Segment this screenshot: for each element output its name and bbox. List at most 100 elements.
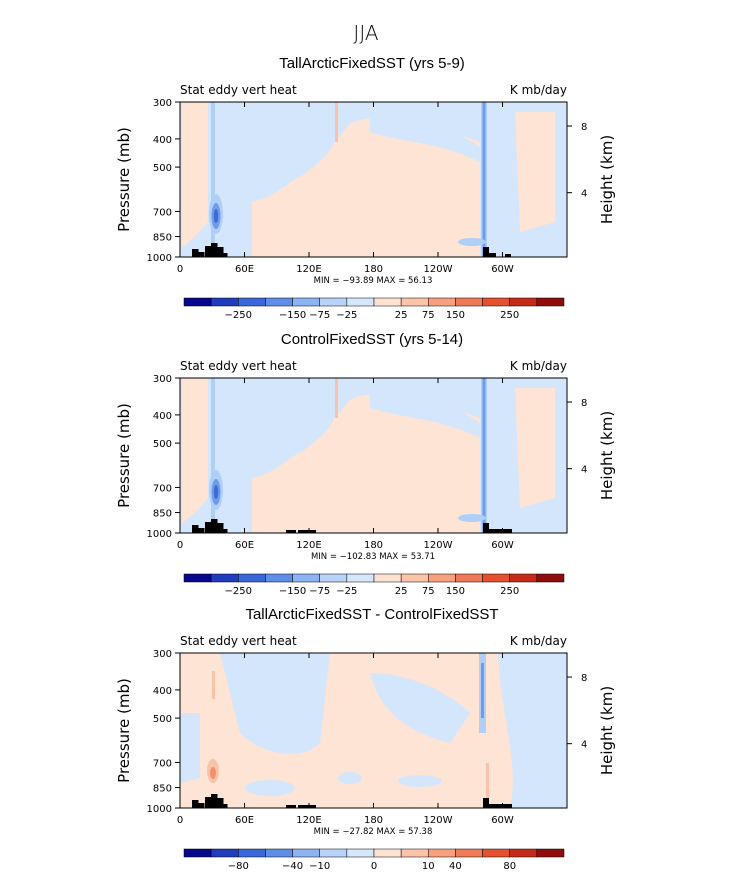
colorbar-swatch xyxy=(210,848,239,858)
colorbar-swatch xyxy=(238,848,266,858)
y-tick-label: 400 xyxy=(153,686,172,697)
contour-field xyxy=(180,102,567,257)
negative-region xyxy=(370,673,470,743)
y-right-tick-label: 8 xyxy=(581,673,587,684)
colorbar-swatch xyxy=(509,573,538,583)
panel-left-label: Stat eddy vert heat xyxy=(180,359,297,373)
y-tick-label: 300 xyxy=(153,98,172,109)
colorbar-tick-label: −80 xyxy=(228,861,249,872)
x-tick-label: 180 xyxy=(364,264,383,275)
y-right-axis-label: Height (km) xyxy=(598,686,616,775)
colorbar-swatch xyxy=(319,297,348,307)
x-tick-label: 60E xyxy=(235,815,254,826)
negative-region xyxy=(485,378,510,533)
y-tick-label: 700 xyxy=(153,758,172,769)
negative-region xyxy=(370,387,480,438)
negative-region xyxy=(220,653,330,754)
positive-streak xyxy=(335,378,338,418)
colorbar-swatch xyxy=(346,848,375,858)
negative-region xyxy=(370,111,480,162)
panel-right-label: K mb/day xyxy=(510,83,567,97)
colorbar-tick-label: −25 xyxy=(336,310,357,321)
colorbar-swatch xyxy=(400,848,429,858)
x-tick-label: 60E xyxy=(235,264,254,275)
panel-right-label: K mb/day xyxy=(510,634,567,648)
y-right-axis-label: Height (km) xyxy=(598,135,616,224)
panel-2: ControlFixedSST (yrs 5-14) Stat eddy vert… xyxy=(115,331,616,597)
y-right-tick-label: 4 xyxy=(581,465,587,476)
x-tick-label: 60W xyxy=(491,815,514,826)
min-max-text: MIN = −93.89 MAX = 56.13 xyxy=(314,276,433,286)
negative-region xyxy=(180,713,200,783)
positive-streak xyxy=(212,671,215,699)
contour-field xyxy=(180,653,567,808)
colorbar-tick-label: 150 xyxy=(446,310,465,321)
positive-streak xyxy=(486,763,489,803)
panel-title: TallArcticFixedSST (yrs 5-9) xyxy=(279,55,465,72)
y-tick-label: 850 xyxy=(153,233,172,244)
colorbar-tick-label: 150 xyxy=(446,586,465,597)
min-max-text: MIN = −102.83 MAX = 53.71 xyxy=(311,552,435,562)
panel-left-label: Stat eddy vert heat xyxy=(180,83,297,97)
colorbar-tick-label: −40 xyxy=(282,861,303,872)
negative-region xyxy=(485,102,510,257)
colorbar-swatch xyxy=(455,848,483,858)
y-tick-label: 300 xyxy=(153,649,172,660)
colorbar-tick-label: 10 xyxy=(422,861,435,872)
x-tick-label: 60W xyxy=(491,264,514,275)
terrain-mask xyxy=(192,243,511,257)
positive-region xyxy=(515,388,555,508)
y-tick-label: 500 xyxy=(153,163,172,174)
colorbar-swatch xyxy=(373,848,402,858)
negative-core xyxy=(213,485,219,499)
y-right-tick-label: 8 xyxy=(581,122,587,133)
figure-title: JJA xyxy=(353,21,378,45)
panel-left-label: Stat eddy vert heat xyxy=(180,634,297,648)
positive-core xyxy=(210,767,216,779)
panel-right-label: K mb/day xyxy=(510,359,567,373)
colorbar-swatch xyxy=(536,297,565,307)
y-right-axis-label: Height (km) xyxy=(598,411,616,500)
colorbar-swatch xyxy=(210,573,239,583)
negative-column xyxy=(482,378,486,533)
colorbar-tick-label: 75 xyxy=(422,310,435,321)
x-tick-label: 0 xyxy=(177,264,183,275)
negative-core xyxy=(458,238,486,246)
min-max-text: MIN = −27.82 MAX = 57.38 xyxy=(314,827,433,837)
y-tick-label: 1000 xyxy=(147,804,172,815)
x-tick-label: 120W xyxy=(424,540,453,551)
negative-column xyxy=(482,102,486,257)
colorbar-swatch xyxy=(183,848,212,858)
y-right-tick-label: 8 xyxy=(581,398,587,409)
colorbar-swatch xyxy=(238,573,266,583)
colorbar-swatch xyxy=(292,573,320,583)
negative-core xyxy=(458,514,486,522)
contour-field xyxy=(180,378,567,533)
positive-region xyxy=(252,394,480,533)
colorbar-swatch xyxy=(455,297,483,307)
negative-region xyxy=(245,780,295,796)
y-tick-label: 850 xyxy=(153,784,172,795)
colorbar-swatch xyxy=(428,848,456,858)
x-tick-label: 180 xyxy=(364,540,383,551)
x-tick-label: 120E xyxy=(296,540,321,551)
y-axis-label: Pressure (mb) xyxy=(115,127,133,232)
positive-region xyxy=(515,112,555,232)
colorbar-swatch xyxy=(400,297,429,307)
colorbar-swatch xyxy=(183,573,212,583)
negative-region xyxy=(498,653,567,808)
colorbar-tick-label: 25 xyxy=(395,310,408,321)
colorbar-swatch xyxy=(509,297,538,307)
x-tick-label: 0 xyxy=(177,540,183,551)
y-tick-label: 500 xyxy=(153,714,172,725)
x-tick-label: 60W xyxy=(491,540,514,551)
negative-region xyxy=(338,772,362,784)
colorbar-tick-label: −150 xyxy=(279,310,306,321)
colorbar-tick-label: 80 xyxy=(503,861,516,872)
negative-core xyxy=(213,209,219,223)
x-tick-label: 180 xyxy=(364,815,383,826)
colorbar-swatch xyxy=(183,297,212,307)
y-tick-label: 400 xyxy=(153,135,172,146)
negative-region xyxy=(398,775,442,787)
